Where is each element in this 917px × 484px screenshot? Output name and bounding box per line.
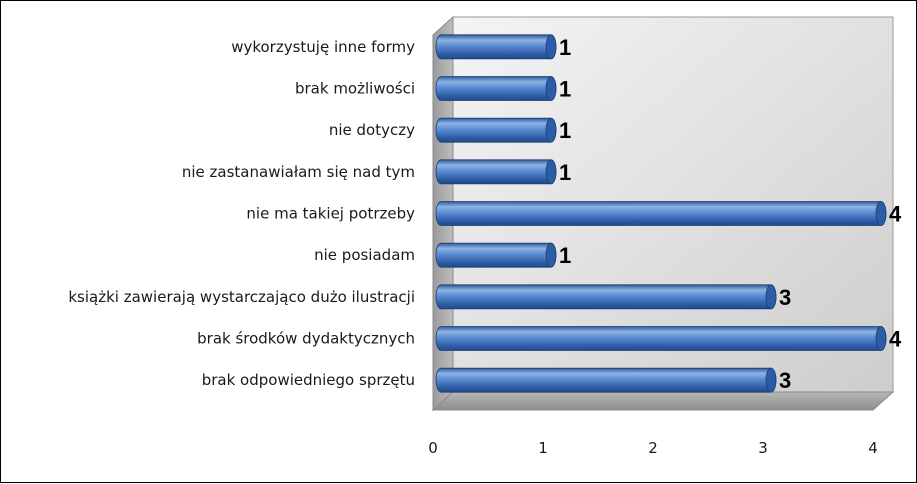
data-label: 1 (559, 243, 571, 268)
data-label: 3 (779, 285, 791, 310)
bar-body (435, 159, 557, 185)
x-tick-label: 3 (758, 439, 768, 457)
bar (435, 284, 777, 310)
bar (435, 76, 557, 101)
data-label: 3 (779, 368, 791, 393)
bar-cap (545, 117, 557, 143)
x-tick-label: 1 (538, 439, 548, 457)
floor (431, 391, 895, 411)
bars-group (435, 34, 887, 393)
category-label: książki zawierają wystarczająco dużo ilu… (68, 288, 415, 306)
bar (435, 326, 887, 351)
data-label: 4 (889, 327, 902, 352)
bar-cap (875, 326, 887, 351)
x-tick-label: 2 (648, 439, 658, 457)
bar (435, 367, 777, 393)
bar-cap (545, 76, 557, 101)
category-label: nie zastanawiałam się nad tym (182, 163, 415, 181)
category-label: nie posiadam (314, 246, 415, 264)
bar-body (435, 117, 557, 143)
bar (435, 201, 887, 226)
x-axis-ticks: 0 1 2 3 4 (428, 439, 878, 457)
data-label: 1 (559, 35, 571, 60)
bar-body (435, 34, 557, 60)
data-label: 1 (559, 118, 571, 143)
x-tick-label: 4 (868, 439, 878, 457)
bar (435, 34, 557, 60)
bar (435, 117, 557, 143)
category-labels: brak odpowiedniego sprzętu brak środków d… (68, 38, 415, 389)
bar-cap (545, 159, 557, 185)
bar-body (435, 201, 887, 226)
bar-body (435, 76, 557, 101)
category-label: brak środków dydaktycznych (197, 330, 415, 348)
data-label: 1 (559, 77, 571, 102)
bar-body (435, 242, 557, 268)
bar-cap (765, 284, 777, 310)
bar-body (435, 367, 777, 393)
category-label: wykorzystuję inne formy (231, 38, 415, 56)
category-label: brak możliwości (295, 80, 415, 98)
x-tick-label: 0 (428, 439, 438, 457)
bar-cap (765, 367, 777, 393)
data-label: 4 (889, 202, 902, 227)
bar (435, 159, 557, 185)
bar-cap (875, 201, 887, 226)
category-label: nie dotyczy (329, 121, 415, 139)
bar-cap (545, 242, 557, 268)
category-label: brak odpowiedniego sprzętu (202, 371, 415, 389)
category-label: nie ma takiej potrzeby (246, 205, 415, 223)
bar-body (435, 284, 777, 310)
bar-cap (545, 34, 557, 60)
data-labels: 3 4 3 1 4 1 1 1 1 (559, 35, 902, 393)
bar-body (435, 326, 887, 351)
bar (435, 242, 557, 268)
data-label: 1 (559, 160, 571, 185)
